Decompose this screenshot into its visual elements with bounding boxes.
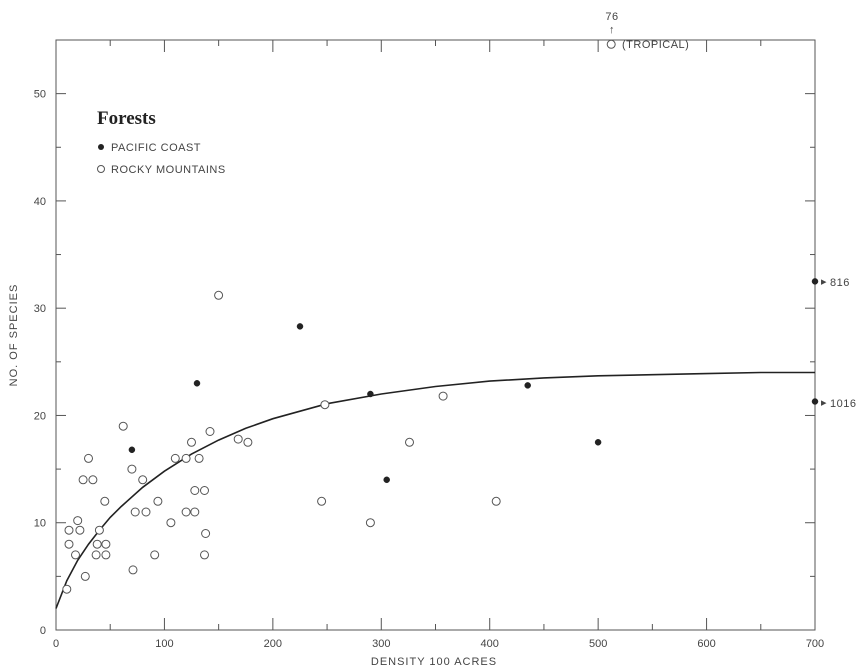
label-1016: 1016 bbox=[830, 398, 856, 410]
x-tick-label: 700 bbox=[806, 638, 824, 650]
x-tick-label: 600 bbox=[697, 638, 715, 650]
pacific-coast-point bbox=[193, 380, 201, 387]
pacific-coast-point bbox=[128, 446, 136, 454]
rocky-mountains-point bbox=[491, 496, 501, 506]
rocky-mountains-point bbox=[73, 516, 83, 526]
rocky-mountains-point bbox=[91, 550, 101, 560]
rocky-mountains-point bbox=[64, 539, 74, 549]
tick-labels: 0 100 200 300 400 500 600 700 0 10 20 30 40 50 bbox=[34, 89, 824, 650]
tropical-arrow: ↑ bbox=[609, 24, 615, 36]
y-tick-label: 10 bbox=[34, 518, 46, 530]
rocky-mountains-point bbox=[130, 507, 140, 517]
rocky-mountains-point bbox=[118, 421, 128, 431]
x-tick-label: 100 bbox=[155, 638, 173, 650]
legend: Forests PACIFIC COAST ROCKY MOUNTAINS bbox=[97, 108, 226, 176]
rocky-mountains-point bbox=[153, 496, 163, 506]
x-tick-label: 300 bbox=[372, 638, 390, 650]
rocky-mountains-point bbox=[75, 525, 85, 535]
y-tick-label: 50 bbox=[34, 89, 46, 101]
rocky-mountains-point bbox=[205, 427, 215, 436]
x-tick-label: 500 bbox=[589, 638, 607, 650]
fitted-curve bbox=[55, 371, 815, 609]
arrow-1016: ▸ bbox=[821, 397, 827, 409]
pacific-coast-point bbox=[367, 390, 374, 398]
rocky-mountains-point bbox=[88, 475, 98, 485]
rocky-mountains-point bbox=[141, 507, 151, 517]
rocky-mountains-point bbox=[201, 529, 211, 538]
pacific-coast-point bbox=[524, 382, 531, 389]
rocky-mountains-point bbox=[170, 453, 180, 463]
rocky-mountains-point bbox=[317, 496, 327, 506]
annotations: 76 ↑ (TROPICAL) ▸ 816 ▸ 1016 bbox=[605, 11, 856, 410]
x-tick-label: 0 bbox=[53, 638, 59, 650]
rocky-mountains-point bbox=[190, 486, 200, 495]
rocky-mountains-point bbox=[233, 434, 243, 444]
rocky-mountains-point bbox=[92, 539, 102, 549]
pacific-coast-point bbox=[811, 278, 819, 285]
rocky-mountains-point bbox=[214, 290, 224, 300]
rocky-mountains-point bbox=[100, 496, 110, 506]
x-tick-label: 400 bbox=[481, 638, 499, 650]
rocky-mountains-point bbox=[320, 400, 330, 410]
rocky-mountains-point bbox=[405, 437, 414, 447]
label-816: 816 bbox=[830, 277, 850, 289]
legend-filled-marker bbox=[98, 144, 104, 150]
rocky-mountains-point bbox=[64, 525, 74, 535]
rocky-mountains-point bbox=[181, 507, 191, 517]
rocky-mountains-point bbox=[181, 453, 191, 463]
rocky-mountains-point bbox=[127, 464, 137, 474]
rocky-mountains-point bbox=[78, 475, 88, 485]
rocky-mountains-point bbox=[62, 584, 72, 594]
rocky-mountains-point bbox=[101, 550, 111, 560]
rocky-mountains-point bbox=[71, 550, 80, 560]
rocky-mountains-point bbox=[606, 39, 616, 49]
rocky-mountains-point bbox=[200, 486, 209, 495]
x-axis-label: DENSITY 100 ACRES bbox=[371, 656, 497, 668]
legend-item-pacific-coast: PACIFIC COAST bbox=[111, 142, 201, 154]
y-axis-label: NO. OF SPECIES bbox=[8, 284, 20, 387]
rocky-mountains-point bbox=[94, 525, 104, 535]
tropical-label: (TROPICAL) bbox=[622, 39, 689, 51]
rocky-mountains-point bbox=[166, 518, 176, 528]
rocky-mountains-point bbox=[200, 550, 209, 560]
y-tick-label: 20 bbox=[34, 410, 46, 422]
y-tick-label: 40 bbox=[34, 196, 46, 208]
rocky-mountains-point bbox=[190, 507, 200, 517]
pacific-coast-point bbox=[811, 398, 819, 405]
legend-item-rocky-mountains: ROCKY MOUNTAINS bbox=[111, 164, 226, 176]
rocky-mountains-point bbox=[365, 518, 375, 528]
pacific-coast-point bbox=[594, 439, 602, 446]
y-tick-label: 0 bbox=[40, 625, 46, 637]
pacific-coast-point bbox=[296, 323, 304, 330]
pacific-coast-point bbox=[383, 476, 390, 484]
plot-frame bbox=[55, 39, 816, 631]
rocky-mountains-point bbox=[84, 453, 93, 463]
rocky-mountains-point bbox=[194, 453, 204, 463]
tropical-value-label: 76 bbox=[605, 11, 618, 23]
axis-ticks bbox=[55, 40, 816, 631]
data-points bbox=[62, 39, 819, 594]
x-tick-label: 200 bbox=[264, 638, 282, 650]
rocky-mountains-point bbox=[438, 391, 448, 401]
y-tick-label: 30 bbox=[34, 303, 46, 315]
rocky-mountains-point bbox=[187, 437, 196, 447]
rocky-mountains-point bbox=[243, 437, 253, 447]
rocky-mountains-point bbox=[128, 565, 138, 575]
legend-title: Forests bbox=[97, 108, 156, 129]
legend-open-marker bbox=[97, 165, 105, 173]
arrow-816: ▸ bbox=[821, 276, 827, 288]
rocky-mountains-point bbox=[80, 571, 90, 581]
rocky-mountains-point bbox=[101, 539, 111, 549]
rocky-mountains-point bbox=[138, 475, 148, 485]
rocky-mountains-point bbox=[150, 550, 160, 560]
